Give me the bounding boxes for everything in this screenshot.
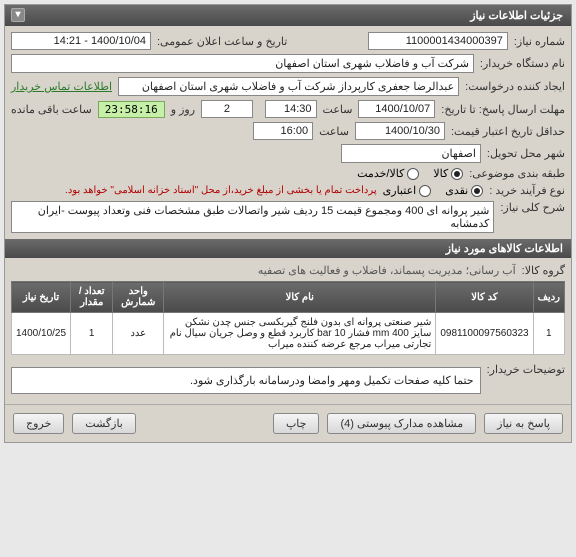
validity-label: حداقل تاریخ اعتبار قیمت: <box>451 125 565 138</box>
requester-field: عبدالرضا جعفری کارپرداز شرکت آب و فاضلاب… <box>118 77 459 96</box>
cell-date: 1400/10/25 <box>12 313 71 355</box>
radio-service[interactable]: کالا/خدمت <box>357 167 419 180</box>
group-label: گروه کالا: <box>522 264 565 277</box>
org-label: نام دستگاه خریدار: <box>480 57 565 70</box>
panel-header: جزئیات اطلاعات نیاز ▾ <box>5 5 571 26</box>
print-button[interactable]: چاپ <box>273 413 320 434</box>
radio-dot-goods <box>451 168 463 180</box>
radio-cash[interactable]: نقدی <box>445 184 483 197</box>
delivery-city-field: اصفهان <box>341 144 481 163</box>
contact-link[interactable]: اطلاعات تماس خریدار <box>11 80 112 93</box>
deadline-time-field: 14:30 <box>265 100 317 118</box>
summary-field: شیر پروانه ای 400 ومجموع قیمت 15 ردیف شی… <box>11 201 494 233</box>
th-qty: تعداد / مقدار <box>71 282 113 313</box>
category-radios: کالا کالا/خدمت <box>357 167 463 180</box>
time-label-1: ساعت <box>323 103 353 116</box>
radio-dot-credit <box>419 185 431 197</box>
deadline-date-field: 1400/10/07 <box>358 100 435 118</box>
radio-dot-service <box>407 168 419 180</box>
items-table: ردیف کد کالا نام کالا واحد شمارش تعداد /… <box>11 281 565 355</box>
items-subheader: اطلاعات کالاهای مورد نیاز <box>5 239 571 258</box>
collapse-toggle[interactable]: ▾ <box>11 8 25 22</box>
validity-date-field: 1400/10/30 <box>355 122 445 140</box>
th-name: نام کالا <box>164 282 436 313</box>
th-code: کد کالا <box>436 282 533 313</box>
pub-datetime-label: تاریخ و ساعت اعلان عمومی: <box>157 35 287 48</box>
requester-label: ایجاد کننده درخواست: <box>465 80 565 93</box>
buy-note: پرداخت تمام یا بخشی از مبلغ خرید،از محل … <box>65 185 377 196</box>
days-remaining-field: 2 <box>201 100 253 118</box>
radio-credit-label: اعتباری <box>383 184 417 197</box>
time-label-2: ساعت <box>319 125 349 138</box>
validity-time-field: 16:00 <box>253 122 313 140</box>
delivery-city-label: شهر محل تحویل: <box>487 147 565 160</box>
panel-title: جزئیات اطلاعات نیاز <box>470 10 563 22</box>
need-details-panel: جزئیات اطلاعات نیاز ▾ شماره نیاز: 110000… <box>4 4 572 443</box>
exit-button[interactable]: خروج <box>13 413 64 434</box>
category-label: طبقه بندی موضوعی: <box>469 167 565 180</box>
reply-button[interactable]: پاسخ به نیاز <box>484 413 563 434</box>
radio-cash-label: نقدی <box>445 184 468 197</box>
buyer-notes-label: توضیحات خریدار: <box>487 363 565 376</box>
th-unit: واحد شمارش <box>113 282 164 313</box>
radio-dot-cash <box>471 185 483 197</box>
radio-credit[interactable]: اعتباری <box>383 184 432 197</box>
attachments-button[interactable]: مشاهده مدارک پیوستی (4) <box>327 413 476 434</box>
panel-body: شماره نیاز: 1100001434000397 تاریخ و ساع… <box>5 26 571 404</box>
group-text: آب رسانی؛ مدیریت پسماند، فاضلاب و فعالیت… <box>258 264 516 277</box>
th-date: تاریخ نیاز <box>12 282 71 313</box>
cell-name: شیر صنعتی پروانه ای بدون فلنج گیربکسی جن… <box>164 313 436 355</box>
need-no-field: 1100001434000397 <box>368 32 508 50</box>
table-header-row: ردیف کد کالا نام کالا واحد شمارش تعداد /… <box>12 282 565 313</box>
buy-type-radios: نقدی اعتباری <box>383 184 484 197</box>
countdown-timer: 23:58:16 <box>98 101 165 118</box>
cell-qty: 1 <box>71 313 113 355</box>
org-field: شرکت آب و فاضلاب شهری استان اصفهان <box>11 54 474 73</box>
footer-buttons: پاسخ به نیاز مشاهده مدارک پیوستی (4) چاپ… <box>5 404 571 442</box>
timer-suffix: ساعت باقی مانده <box>11 103 92 116</box>
cell-unit: عدد <box>113 313 164 355</box>
deadline-label: مهلت ارسال پاسخ: تا تاریخ: <box>441 103 565 116</box>
buyer-notes-box: حتما کلیه صفحات تکمیل ومهر وامضا ودرساما… <box>11 367 481 394</box>
need-no-label: شماره نیاز: <box>514 35 565 48</box>
th-idx: ردیف <box>533 282 564 313</box>
buy-type-label: نوع فرآیند خرید : <box>489 184 565 197</box>
radio-service-label: کالا/خدمت <box>357 167 404 180</box>
cell-code: 0981100097560323 <box>436 313 533 355</box>
table-row[interactable]: 1 0981100097560323 شیر صنعتی پروانه ای ب… <box>12 313 565 355</box>
radio-goods-label: کالا <box>433 167 448 180</box>
cell-idx: 1 <box>533 313 564 355</box>
pub-datetime-field: 1400/10/04 - 14:21 <box>11 32 151 50</box>
back-button[interactable]: بازگشت <box>72 413 136 434</box>
days-label: روز و <box>171 103 195 116</box>
summary-label: شرح کلی نیاز: <box>500 201 565 214</box>
radio-goods[interactable]: کالا <box>433 167 463 180</box>
